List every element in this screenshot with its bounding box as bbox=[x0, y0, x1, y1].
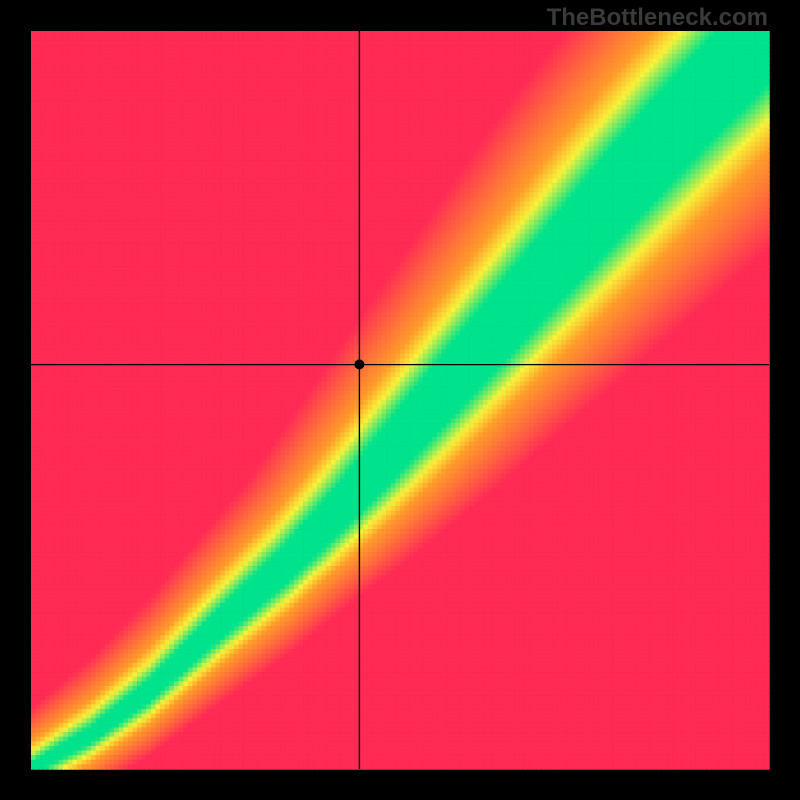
bottleneck-heatmap-canvas bbox=[0, 0, 800, 800]
watermark-text: TheBottleneck.com bbox=[547, 4, 768, 32]
chart-container: TheBottleneck.com bbox=[0, 0, 800, 800]
